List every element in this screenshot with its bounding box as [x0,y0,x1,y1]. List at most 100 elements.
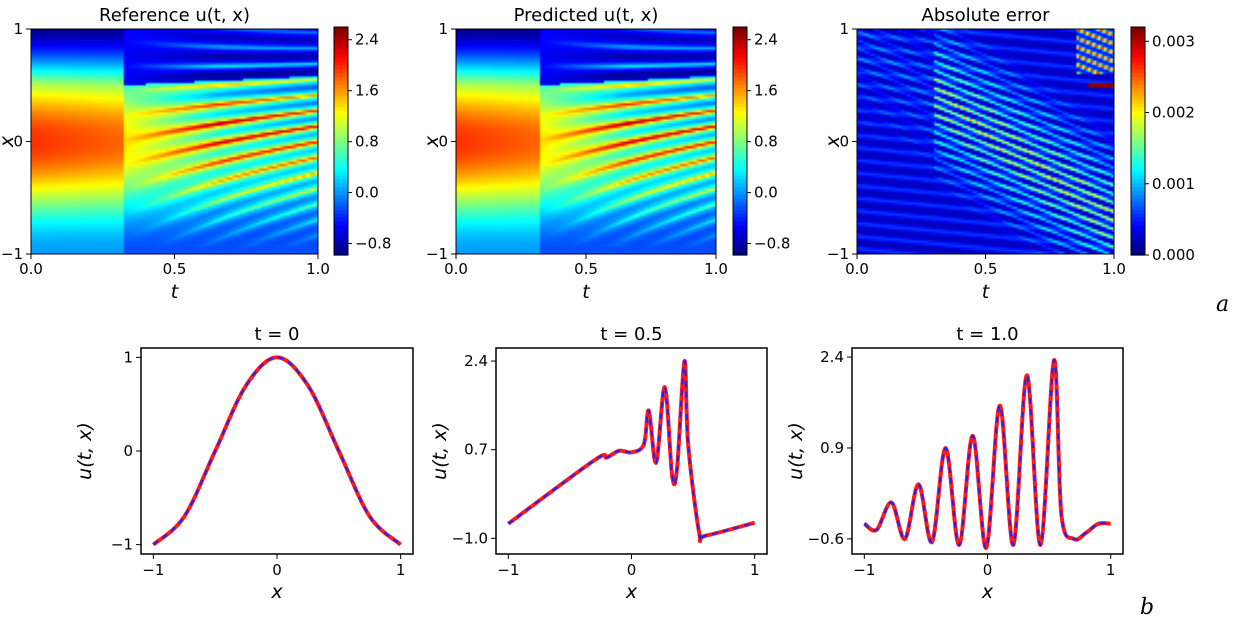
colorbar-segment [334,209,348,214]
line-panel-3: −1 0 1 2.4 0.9 −0.6 x u(t, x) [785,347,1124,603]
colorbar-segment [733,53,747,58]
y-tick-label: 2.4 [820,348,844,366]
y-axis-label: u(t, x) [74,422,96,480]
colorbar-segment [334,220,348,226]
colorbar-segment [334,148,348,153]
colorbar-segment [1131,68,1145,74]
colorbar-segment [334,179,348,184]
colorbar-segment [733,213,747,218]
x-tick-label: 0.0 [19,260,43,278]
colorbar-segment [334,122,348,127]
colorbar-segment [334,129,348,134]
colorbar-segment [733,110,747,115]
colorbar-segment [733,38,747,43]
colorbar-segment [1131,129,1145,134]
colorbar-segment [733,95,747,100]
colorbar-segment [334,228,348,233]
colorbar-segment [733,57,747,62]
colorbar-segment [1131,152,1145,157]
colorbar-tick-label: 0.8 [754,133,778,151]
y-tick-label: −1.0 [452,529,488,547]
x-axis-label: x [981,581,994,603]
colorbar-segment [1131,141,1145,146]
colorbar-segment [733,148,747,153]
heatmap-image [857,29,1114,254]
colorbar-segment [733,106,747,112]
y-tick-label: 0.9 [820,439,844,457]
colorbar-segment [1131,57,1145,62]
colorbar-segment [334,80,348,85]
colorbar-segment [334,34,348,39]
colorbar-segment [1131,137,1145,142]
colorbar-segment [733,65,747,70]
colorbar-segment [1131,49,1145,55]
colorbar-segment [334,163,348,169]
colorbar-tick-label: −0.8 [355,235,391,253]
colorbar-segment [733,133,747,138]
x-tick-label: 0.0 [444,260,468,278]
colorbar-segment [1131,220,1145,226]
chart-title: Absolute error [922,5,1051,26]
colorbar-segment [334,205,348,210]
colorbar-segment [334,68,348,74]
colorbar-segment [733,87,747,93]
colorbar-segment [334,171,348,176]
colorbar-segment [334,110,348,115]
colorbar-segment [334,156,348,161]
colorbar-segment [733,118,747,123]
series-predicted-line [152,356,402,546]
colorbar-segment [733,84,747,89]
colorbar-segment [1131,175,1145,180]
colorbar-segment [733,80,747,85]
colorbar-segment [1131,38,1145,43]
y-tick-label: −1 [111,536,133,554]
colorbar-segment [334,46,348,51]
colorbar-segment [1131,167,1145,172]
colorbar-segment [733,232,747,237]
colorbar-segment [1131,144,1145,150]
colorbar-segment [733,91,747,96]
colorbar-segment [1131,190,1145,195]
colorbar-segment [334,103,348,108]
colorbar-segment [1131,179,1145,184]
x-axis-label: x [270,581,283,603]
colorbar-frame [732,26,748,256]
y-axis-label: x [822,135,844,148]
colorbar-segment [334,125,348,131]
y-tick-label: 1 [13,20,23,38]
line-panel-2: −1 0 1 2.4 0.7 −1.0 x u(t, x) [429,347,768,603]
colorbar-segment [334,72,348,77]
colorbar-tick-label: 2.4 [355,31,379,49]
colorbar-segment [1131,160,1145,165]
colorbar-segment [1131,30,1145,36]
colorbar-segment [1131,201,1145,207]
x-tick-label: −1 [853,561,875,579]
colorbar-segment [733,182,747,188]
colorbar-segment [1131,182,1145,188]
colorbar-segment [1131,213,1145,218]
colorbar-segment [334,239,348,245]
colorbar-segment [733,251,747,256]
y-tick-label: 1 [839,20,849,38]
series-predicted-line [863,359,1111,549]
colorbar-segment [733,167,747,172]
colorbar-segment [1131,76,1145,81]
colorbar-segment [1131,80,1145,85]
x-tick-label: 0.5 [574,260,598,278]
colorbar-segment [334,49,348,55]
colorbar-segment [733,34,747,39]
y-tick-label: 2.4 [464,352,488,370]
colorbar-segment [733,175,747,180]
colorbar-frame [333,26,349,256]
y-axis-label: u(t, x) [429,422,451,480]
colorbar-segment [334,190,348,195]
colorbar-segment [733,247,747,252]
colorbar-segment [733,228,747,233]
heatmap-image [31,29,318,254]
colorbar-segment [1131,224,1145,229]
colorbar-segment [334,141,348,146]
colorbar-segment [733,186,747,191]
heatmap-panel-3: 0.0 0.5 1.0 −1 0 1 t x 0.000 0.001 0.002 0.003 [822,20,1195,303]
x-tick-label: 1.0 [1102,260,1126,278]
colorbar-segment [733,217,747,222]
